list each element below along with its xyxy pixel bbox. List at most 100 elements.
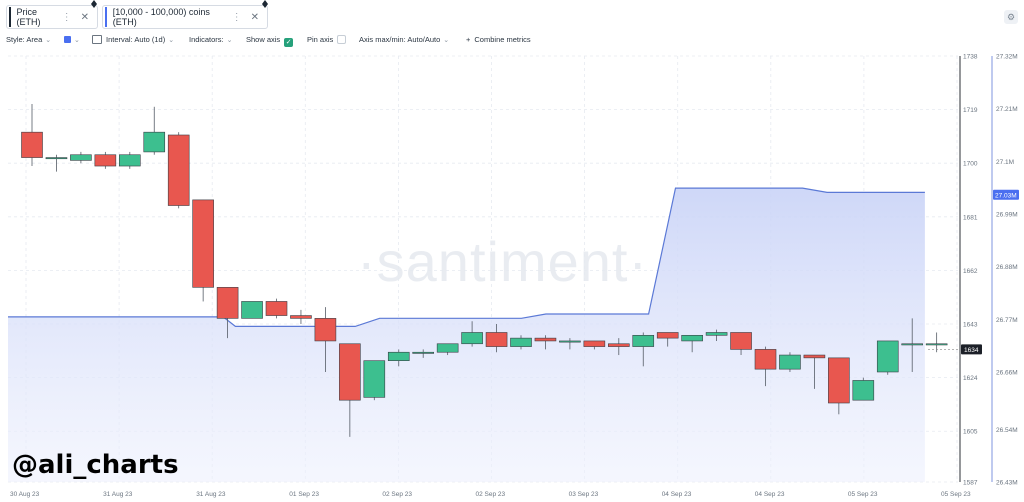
pin-axis-label: Pin axis: [307, 35, 334, 44]
color-swatch: [64, 36, 71, 43]
chevron-down-icon: ⌄: [74, 37, 80, 44]
x-tick-label: 01 Sep 23: [289, 491, 319, 498]
candle: [534, 335, 557, 350]
holdings-tick-label: 27.21M: [996, 106, 1018, 113]
metric-tabs: Price (ETH) ⋮ ✕ [10,000 - 100,000) coins…: [0, 0, 1024, 34]
candle: [925, 332, 948, 353]
holdings-area-line: [8, 187, 925, 327]
candle: [363, 360, 386, 401]
combine-metrics-button[interactable]: + Combine metrics: [466, 35, 531, 44]
candle: [852, 377, 875, 401]
candle-body: [265, 301, 288, 316]
candle: [901, 318, 924, 372]
candle: [21, 103, 43, 167]
last-holdings-badge: [993, 189, 1019, 200]
candle: [876, 340, 899, 375]
holdings-tick-label: 27.32M: [996, 54, 1018, 61]
candle-body: [632, 334, 655, 347]
combine-label: Combine metrics: [474, 35, 531, 44]
candle: [730, 332, 752, 356]
candle: [705, 329, 728, 341]
candle: [754, 346, 777, 387]
candle: [265, 298, 288, 319]
price-tick-label: 1700: [963, 161, 978, 168]
candle-body: [339, 343, 361, 401]
candle-body: [461, 332, 483, 345]
candle: [45, 154, 68, 172]
pin-icon[interactable]: [262, 0, 268, 8]
candle-body: [412, 351, 435, 354]
candle-body: [607, 343, 630, 347]
chart-axes: 1738 1719 1700 1681 1662 1643 1624 1605 1587 27.3…: [10, 54, 1019, 498]
candle-body: [583, 340, 606, 347]
candle-body: [167, 134, 190, 206]
candle: [290, 309, 312, 325]
candle: [583, 340, 606, 350]
x-tick-label: 31 Aug 23: [103, 491, 133, 498]
candle: [461, 321, 483, 347]
style-label: Style: Area: [6, 35, 43, 44]
tab-holders[interactable]: [10,000 - 100,000) coins (ETH) ⋮ ✕: [102, 5, 268, 29]
drag-handle-icon[interactable]: ⋮: [61, 11, 72, 23]
price-tick-label: 1681: [963, 214, 978, 221]
candle-body: [925, 343, 948, 346]
close-icon[interactable]: ✕: [80, 11, 89, 23]
candle: [387, 349, 410, 367]
close-icon[interactable]: ✕: [250, 11, 259, 23]
holdings-tick-label: 26.66M: [996, 369, 1018, 376]
candle: [828, 357, 850, 415]
plus-icon: +: [466, 35, 471, 44]
last-price-badge: [961, 344, 982, 355]
x-tick-label: 03 Sep 23: [569, 491, 599, 498]
candle-body: [534, 337, 557, 342]
last-holdings-label: 27.03M: [995, 192, 1017, 199]
holdings-tick-label: 27.1M: [996, 159, 1014, 166]
axis-maxmin-dropdown[interactable]: Axis max/min: Auto/Auto ⌄: [359, 35, 449, 44]
candle-body: [21, 131, 43, 158]
candle: [681, 334, 703, 353]
candle-body: [559, 340, 581, 343]
indicators-dropdown[interactable]: Indicators: ⌄: [189, 35, 232, 44]
candle: [485, 324, 508, 353]
candle: [94, 151, 117, 169]
candle-body: [241, 301, 263, 319]
pin-icon[interactable]: [91, 0, 97, 8]
price-tick-label: 1624: [963, 375, 978, 382]
santiment-watermark: ·santiment·: [357, 230, 649, 293]
checkbox-unchecked-icon[interactable]: [337, 35, 347, 44]
x-tick-label: 05 Sep 23: [941, 491, 971, 498]
candle-body: [681, 334, 703, 342]
tab-price[interactable]: Price (ETH) ⋮ ✕: [6, 5, 98, 29]
chevron-down-icon: ⌄: [443, 37, 450, 44]
candle-body: [290, 315, 312, 319]
candle: [119, 151, 141, 169]
holdings-tick-label: 26.77M: [996, 317, 1018, 324]
candle-body: [705, 332, 728, 336]
candle-body: [119, 154, 141, 167]
pin-axis-toggle[interactable]: Pin axis: [307, 35, 347, 44]
candle: [632, 332, 655, 367]
x-tick-label: 02 Sep 23: [382, 491, 412, 498]
settings-gear-icon[interactable]: ⚙: [1004, 10, 1018, 24]
tab-accent: [105, 7, 107, 27]
show-axis-toggle[interactable]: Show axis ✓: [246, 35, 294, 47]
holdings-tick-label: 26.43M: [996, 480, 1018, 487]
candle: [607, 338, 630, 356]
candle: [436, 343, 459, 356]
candle-body: [828, 357, 850, 404]
price-tick-label: 1719: [963, 107, 978, 114]
x-tick-label: 04 Sep 23: [662, 491, 692, 498]
candle-body: [876, 340, 899, 373]
candle-body: [510, 337, 532, 347]
drag-handle-icon[interactable]: ⋮: [231, 11, 242, 23]
candle: [339, 343, 361, 437]
candle: [559, 338, 581, 350]
interval-dropdown[interactable]: Interval: Auto (1d) ⌄: [92, 35, 174, 44]
price-candles: [21, 103, 948, 437]
checkbox-checked-icon[interactable]: ✓: [284, 38, 294, 47]
color-dropdown[interactable]: ⌄: [64, 35, 80, 44]
x-tick-label: 31 Aug 23: [196, 491, 226, 498]
candle-body: [216, 287, 239, 319]
style-dropdown[interactable]: Style: Area ⌄: [6, 35, 51, 44]
